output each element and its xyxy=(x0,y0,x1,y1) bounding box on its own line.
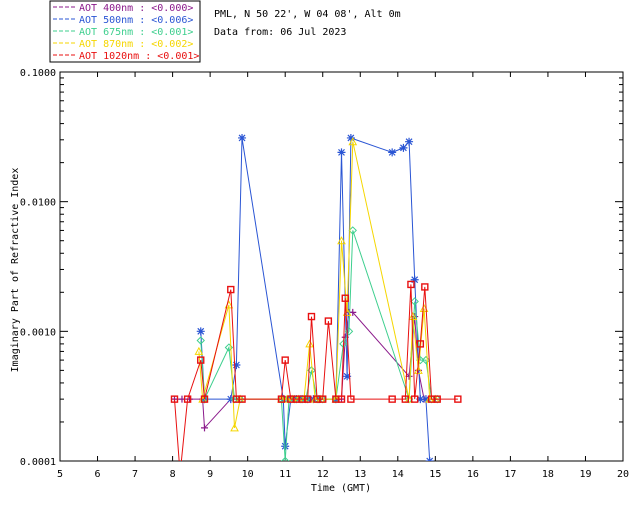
legend-entry: AOT 675nm : <0.001> xyxy=(79,27,193,38)
header-site: PML, N 50 22', W 04 08', Alt 0m xyxy=(214,9,401,20)
legend-entry: AOT 500nm : <0.006> xyxy=(79,15,193,26)
data-point xyxy=(349,308,357,316)
data-point xyxy=(238,395,246,403)
data-point xyxy=(230,423,239,432)
x-tick-label: 16 xyxy=(467,469,479,480)
data-point xyxy=(238,133,247,142)
data-point xyxy=(404,394,414,403)
data-point xyxy=(307,312,316,321)
data-point xyxy=(416,340,425,348)
data-point xyxy=(304,395,312,403)
data-point xyxy=(407,280,415,289)
data-point xyxy=(305,339,314,348)
data-point xyxy=(346,133,355,142)
data-point xyxy=(405,137,414,146)
x-tick-label: 6 xyxy=(95,469,101,480)
y-tick-label: 0.0010 xyxy=(20,327,56,338)
y-tick-label: 0.0100 xyxy=(20,198,56,209)
data-point xyxy=(410,297,419,306)
data-point xyxy=(347,395,355,403)
series-line xyxy=(198,141,436,428)
data-point xyxy=(196,336,205,345)
data-point xyxy=(281,356,289,364)
data-point xyxy=(388,395,396,403)
x-tick-label: 18 xyxy=(542,469,554,480)
data-point xyxy=(421,355,431,365)
series-line xyxy=(174,284,458,461)
x-tick-label: 17 xyxy=(504,469,516,480)
x-tick-label: 5 xyxy=(57,469,63,480)
data-point xyxy=(343,372,352,381)
data-point xyxy=(337,395,346,403)
legend-entry: AOT 400nm : <0.000> xyxy=(79,3,193,14)
data-point xyxy=(410,395,419,403)
header-date: Data from: 06 Jul 2023 xyxy=(214,27,346,38)
data-point xyxy=(183,395,192,403)
data-point xyxy=(348,226,357,235)
plot-frame xyxy=(59,71,624,462)
data-point xyxy=(227,285,235,294)
data-point xyxy=(408,312,418,321)
data-point xyxy=(348,137,358,146)
data-point xyxy=(196,327,205,336)
x-tick-label: 7 xyxy=(132,469,138,480)
x-tick-label: 14 xyxy=(392,469,404,480)
data-point xyxy=(324,317,333,325)
data-point xyxy=(342,307,352,316)
data-point xyxy=(421,395,430,404)
series xyxy=(170,280,462,461)
data-point xyxy=(277,395,286,403)
data-point xyxy=(281,442,290,451)
data-point xyxy=(399,143,408,152)
x-tick-label: 12 xyxy=(317,469,329,480)
data-point xyxy=(401,395,410,403)
data-point xyxy=(201,424,209,432)
data-point xyxy=(197,356,205,364)
data-point xyxy=(388,148,397,157)
x-tick-label: 11 xyxy=(279,469,291,480)
data-point xyxy=(433,395,441,403)
legend-entry: AOT 870nm : <0.002> xyxy=(79,39,193,50)
x-tick-label: 10 xyxy=(242,469,254,480)
x-tick-label: 19 xyxy=(579,469,591,480)
legend: AOT 400nm : <0.000>AOT 500nm : <0.006>AO… xyxy=(49,0,201,63)
data-point xyxy=(280,456,290,461)
data-point xyxy=(194,346,204,355)
legend-box xyxy=(49,0,201,63)
x-tick-label: 15 xyxy=(429,469,441,480)
x-tick-label: 9 xyxy=(207,469,213,480)
data-point xyxy=(200,395,209,403)
data-point xyxy=(341,294,349,302)
x-axis-title: Time (GMT) xyxy=(311,483,371,494)
data-point xyxy=(454,395,462,403)
legend-entry: AOT 1020nm : <0.001> xyxy=(79,51,199,62)
data-point xyxy=(319,395,327,403)
x-tick-label: 13 xyxy=(354,469,366,480)
data-point xyxy=(282,394,292,403)
y-tick-label: 0.1000 xyxy=(20,68,56,79)
x-tick-label: 20 xyxy=(617,469,629,480)
y-axis-title: Imaginary Part of Refractive Index xyxy=(10,168,21,373)
data-point xyxy=(421,283,429,291)
data-point xyxy=(416,355,425,365)
data-point xyxy=(410,275,419,284)
data-point xyxy=(337,236,346,245)
y-tick-label: 0.0001 xyxy=(20,457,56,468)
data-point xyxy=(416,395,425,404)
data-point xyxy=(414,365,423,374)
data-point xyxy=(232,361,241,369)
data-point xyxy=(170,395,179,403)
data-point xyxy=(337,148,346,157)
x-tick-label: 8 xyxy=(170,469,176,480)
